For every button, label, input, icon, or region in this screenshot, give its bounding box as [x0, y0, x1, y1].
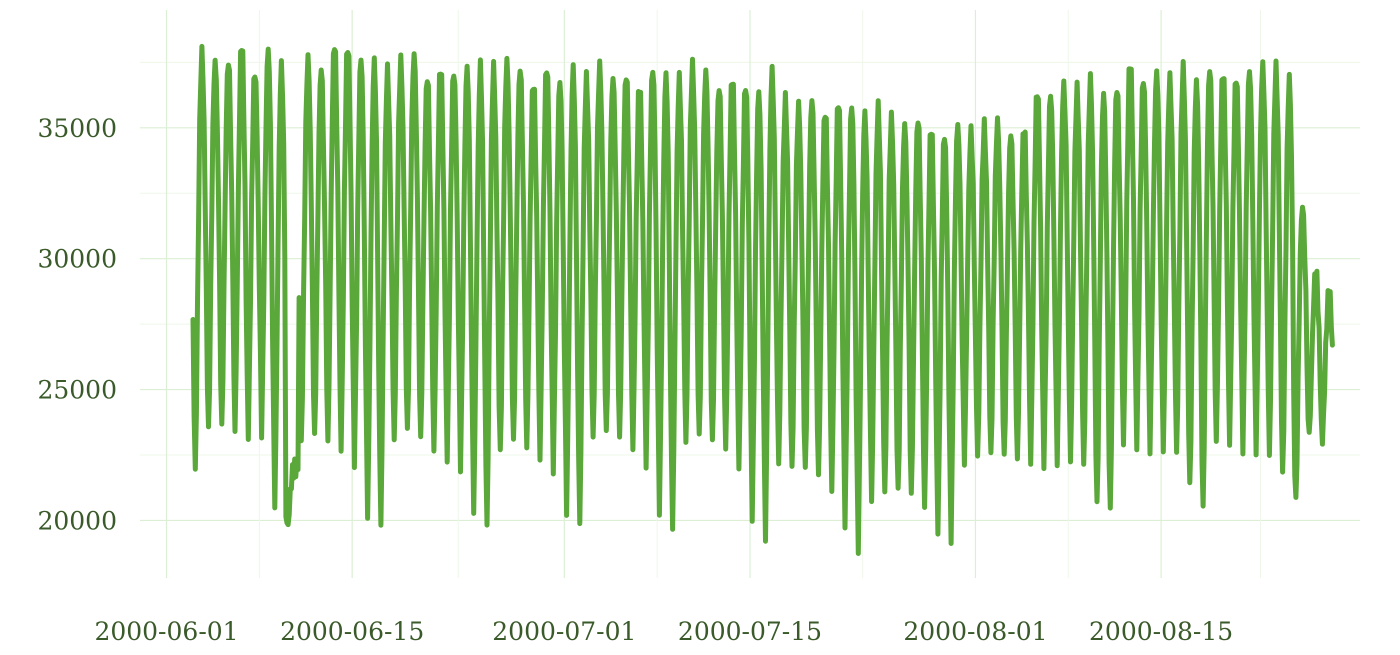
- y-tick-label: 35000: [37, 114, 117, 143]
- x-tick-label: 2000-06-01: [94, 617, 238, 646]
- y-tick-label: 30000: [37, 245, 117, 274]
- x-tick-label: 2000-07-15: [678, 617, 822, 646]
- x-tick-label: 2000-06-15: [280, 617, 424, 646]
- series-line-load: [190, 43, 1335, 556]
- x-tick-label: 2000-08-01: [903, 617, 1047, 646]
- y-tick-label: 25000: [37, 376, 117, 405]
- x-tick-label: 2000-08-15: [1089, 617, 1233, 646]
- y-tick-label: 20000: [37, 506, 117, 535]
- x-tick-label: 2000-07-01: [492, 617, 636, 646]
- y-axis: 20000 25000 30000 35000: [37, 114, 117, 536]
- series-group: [190, 43, 1335, 556]
- x-axis: 2000-06-01 2000-06-15 2000-07-01 2000-07-15…: [94, 617, 1233, 646]
